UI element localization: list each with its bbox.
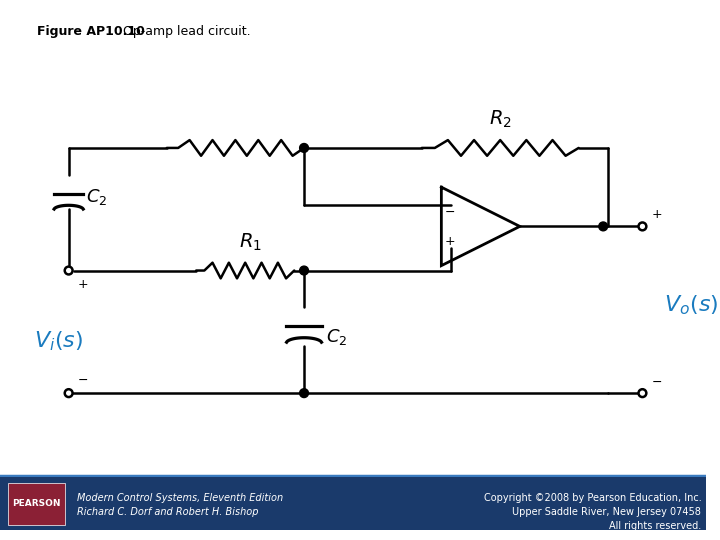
Text: Modern Control Systems, Eleventh Edition
Richard C. Dorf and Robert H. Bishop: Modern Control Systems, Eleventh Edition…	[76, 493, 283, 517]
Text: Figure AP10.10: Figure AP10.10	[37, 25, 145, 38]
Circle shape	[65, 389, 73, 397]
Text: $V_i(s)$: $V_i(s)$	[35, 330, 84, 354]
Text: $R_2$: $R_2$	[489, 109, 512, 130]
Text: $C_2$: $C_2$	[86, 187, 107, 207]
Circle shape	[300, 389, 308, 397]
Text: $+$: $+$	[444, 235, 455, 248]
Circle shape	[639, 389, 647, 397]
Text: $-$: $-$	[77, 373, 88, 386]
Bar	[0, 476, 706, 530]
Text: Op-amp lead circuit.: Op-amp lead circuit.	[111, 25, 251, 38]
Text: Copyright ©2008 by Pearson Education, Inc.
Upper Saddle River, New Jersey 07458
: Copyright ©2008 by Pearson Education, In…	[484, 493, 701, 531]
Circle shape	[599, 222, 608, 231]
Circle shape	[300, 266, 308, 275]
Text: $-$: $-$	[651, 375, 662, 388]
Text: $+$: $+$	[77, 278, 88, 291]
Circle shape	[65, 267, 73, 274]
Text: $V_o(s)$: $V_o(s)$	[665, 293, 719, 316]
Text: PEARSON: PEARSON	[12, 500, 60, 509]
Text: $-$: $-$	[444, 205, 455, 218]
Bar	[8, 483, 65, 524]
Circle shape	[300, 144, 308, 152]
Text: $R_1$: $R_1$	[238, 232, 261, 253]
Text: $+$: $+$	[651, 208, 662, 221]
Circle shape	[639, 222, 647, 231]
Text: $C_2$: $C_2$	[325, 327, 347, 347]
